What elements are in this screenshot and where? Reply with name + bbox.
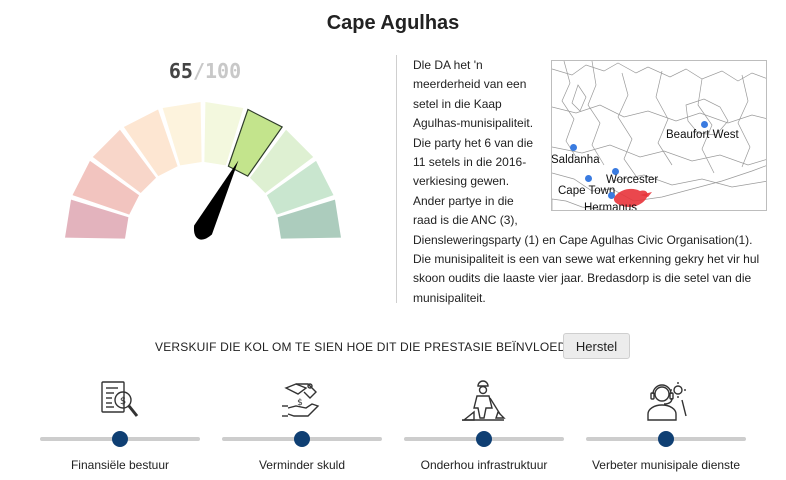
debt-handshake-icon: $: [282, 383, 320, 417]
gauge-segment: [227, 108, 284, 177]
slider-label: Finansiële bestuur: [70, 458, 170, 472]
gauge-chart: [65, 102, 341, 240]
slider-reduce-debt: $ Verminder skuld: [222, 378, 384, 478]
city-hermanus: Hermanus: [584, 202, 638, 211]
slider-maintain-infrastructure: Onderhou infrastruktuur: [404, 378, 566, 478]
gauge-segment: [123, 109, 178, 177]
gauge-segment: [277, 199, 341, 239]
municipality-highlight: [613, 188, 648, 207]
gauge-score-value: 65: [168, 59, 193, 83]
slider-thumb[interactable]: [658, 431, 674, 447]
gauge-needle: [193, 160, 239, 240]
slider-instruction: VERSKUIF DIE KOL OM TE SIEN HOE DIT DIE …: [155, 340, 570, 354]
hermanus-dot: [608, 192, 615, 199]
service-agent-icon: [647, 382, 687, 421]
municipality-description: Beaufort West Saldanha Worcester Cape To…: [413, 56, 773, 308]
gauge-segment: [249, 129, 314, 194]
map-outlines: [552, 61, 766, 210]
slider-label: Verbeter munisipale dienste: [591, 458, 741, 472]
svg-text:$: $: [297, 398, 303, 408]
simulation-controls: VERSKUIF DIE KOL OM TE SIEN HOE DIT DIE …: [0, 333, 786, 359]
gauge-score-max: /100: [192, 59, 242, 83]
slider-thumb[interactable]: [112, 431, 128, 447]
reset-button[interactable]: Herstel: [563, 333, 630, 359]
cape-town-dot: [585, 175, 592, 182]
gauge-segment: [162, 102, 202, 166]
location-map: Beaufort West Saldanha Worcester Cape To…: [551, 60, 767, 211]
performance-gauge: 65/100: [50, 50, 360, 250]
description-text: Dle DA het 'n meerderheid van een setel …: [413, 58, 760, 305]
slider-label: Verminder skuld: [258, 458, 346, 472]
gauge-segment: [266, 160, 334, 215]
saldanha-dot: [570, 144, 577, 151]
city-beaufort-west: Beaufort West: [666, 129, 739, 141]
worcester-dot: [612, 168, 619, 175]
slider-label: Onderhou infrastruktuur: [420, 458, 548, 472]
slider-thumb[interactable]: [294, 431, 310, 447]
gauge-segment: [92, 129, 157, 194]
city-cape-town: Cape Town: [558, 185, 616, 197]
financial-report-icon: $: [101, 381, 139, 417]
gauge-score: 65/100: [50, 59, 360, 83]
slider-thumb[interactable]: [476, 431, 492, 447]
slider-improve-services: Verbeter munisipale dienste: [586, 378, 748, 478]
city-saldanha: Saldanha: [551, 154, 600, 166]
slider-financial-management: $ Finansiële bestuur: [40, 378, 202, 478]
gauge-segment: [72, 160, 140, 215]
section-divider: [396, 55, 397, 303]
gauge-segment: [65, 199, 129, 239]
city-worcester: Worcester: [606, 174, 659, 186]
construction-worker-icon: [462, 380, 506, 421]
page-title: Cape Agulhas: [326, 12, 460, 34]
gauge-segment: [204, 102, 244, 166]
svg-text:$: $: [120, 396, 126, 407]
beaufort-west-dot: [701, 121, 708, 128]
